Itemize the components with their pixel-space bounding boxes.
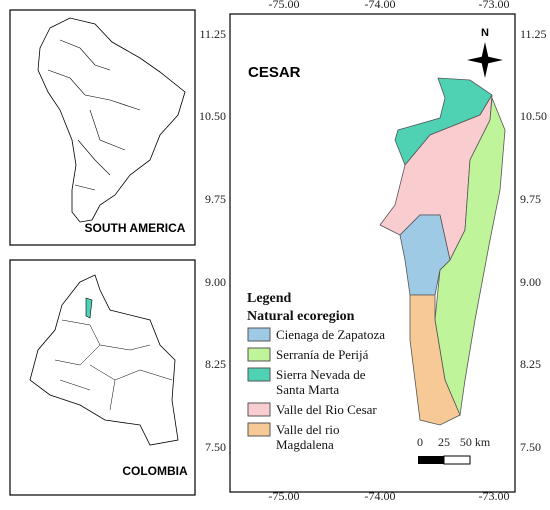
- borders: [47, 39, 141, 191]
- cesar-location: [85, 297, 93, 319]
- continent-outline: [37, 17, 186, 223]
- legend-swatch: [247, 367, 271, 382]
- departments: [54, 319, 173, 411]
- region-magdalena: [409, 294, 461, 426]
- latitude-label: 10.50: [520, 109, 547, 123]
- scale-bar: [443, 455, 471, 465]
- scale-label: 0: [417, 435, 423, 449]
- north-label: N: [481, 27, 489, 39]
- inset-label: COLOMBIA: [122, 464, 188, 478]
- latitude-label: 9.00: [520, 275, 541, 289]
- legend-title: Legend: [247, 291, 292, 306]
- latitude-label: 9.75: [520, 192, 541, 206]
- legend-swatch: [247, 347, 271, 362]
- longitude-label: -73.00: [479, 489, 510, 503]
- coordinates: -75.00 -75.00 -74.00 -74.00 -73.00 -73.00 11.2…: [199, 0, 547, 503]
- scale-bar: [418, 456, 444, 464]
- country-outline: [29, 274, 179, 446]
- legend: Cienaga de Zapatoza Serranía de Perijá Sie…: [247, 327, 385, 452]
- legend-swatch: [247, 402, 271, 417]
- map-title: CESAR: [248, 64, 301, 81]
- latitude-label: 9.00: [205, 275, 226, 289]
- inset-label: SOUTH AMERICA: [85, 221, 186, 235]
- legend-swatch: [247, 327, 271, 342]
- latitude-label: 11.25: [199, 27, 226, 41]
- scale-label: 25: [438, 435, 450, 449]
- longitude-label: -75.00: [269, 0, 300, 11]
- longitude-label: -74.00: [365, 489, 396, 503]
- latitude-label: 10.50: [199, 109, 226, 123]
- longitude-label: -75.00: [269, 489, 300, 503]
- legend-label: Valle del Rio Cesar: [276, 402, 377, 417]
- legend-label: Valle del rio: [276, 422, 340, 437]
- latitude-label: 7.50: [520, 440, 541, 454]
- main-frame: [229, 13, 516, 493]
- longitude-label: -74.00: [365, 0, 396, 11]
- legend-label: Magdalena: [276, 437, 334, 452]
- inset-frame: [9, 259, 196, 496]
- legend-label: Cienaga de Zapatoza: [276, 327, 385, 342]
- legend-subtitle: Natural ecoregion: [247, 309, 355, 324]
- north-arrow: N: [467, 27, 503, 78]
- longitude-label: -73.00: [479, 0, 510, 11]
- legend-label: Serranía de Perijá: [276, 347, 369, 362]
- legend-swatch: [247, 422, 271, 437]
- latitude-label: 8.25: [520, 357, 541, 371]
- legend-label: Santa Marta: [276, 382, 339, 397]
- latitude-label: 9.75: [205, 192, 226, 206]
- latitude-label: 8.25: [205, 357, 226, 371]
- latitude-label: 7.50: [205, 440, 226, 454]
- scale-label: 50 km: [460, 435, 491, 449]
- legend-label: Sierra Nevada de: [276, 367, 366, 382]
- inset-frame: [9, 9, 196, 246]
- latitude-label: 11.25: [520, 27, 547, 41]
